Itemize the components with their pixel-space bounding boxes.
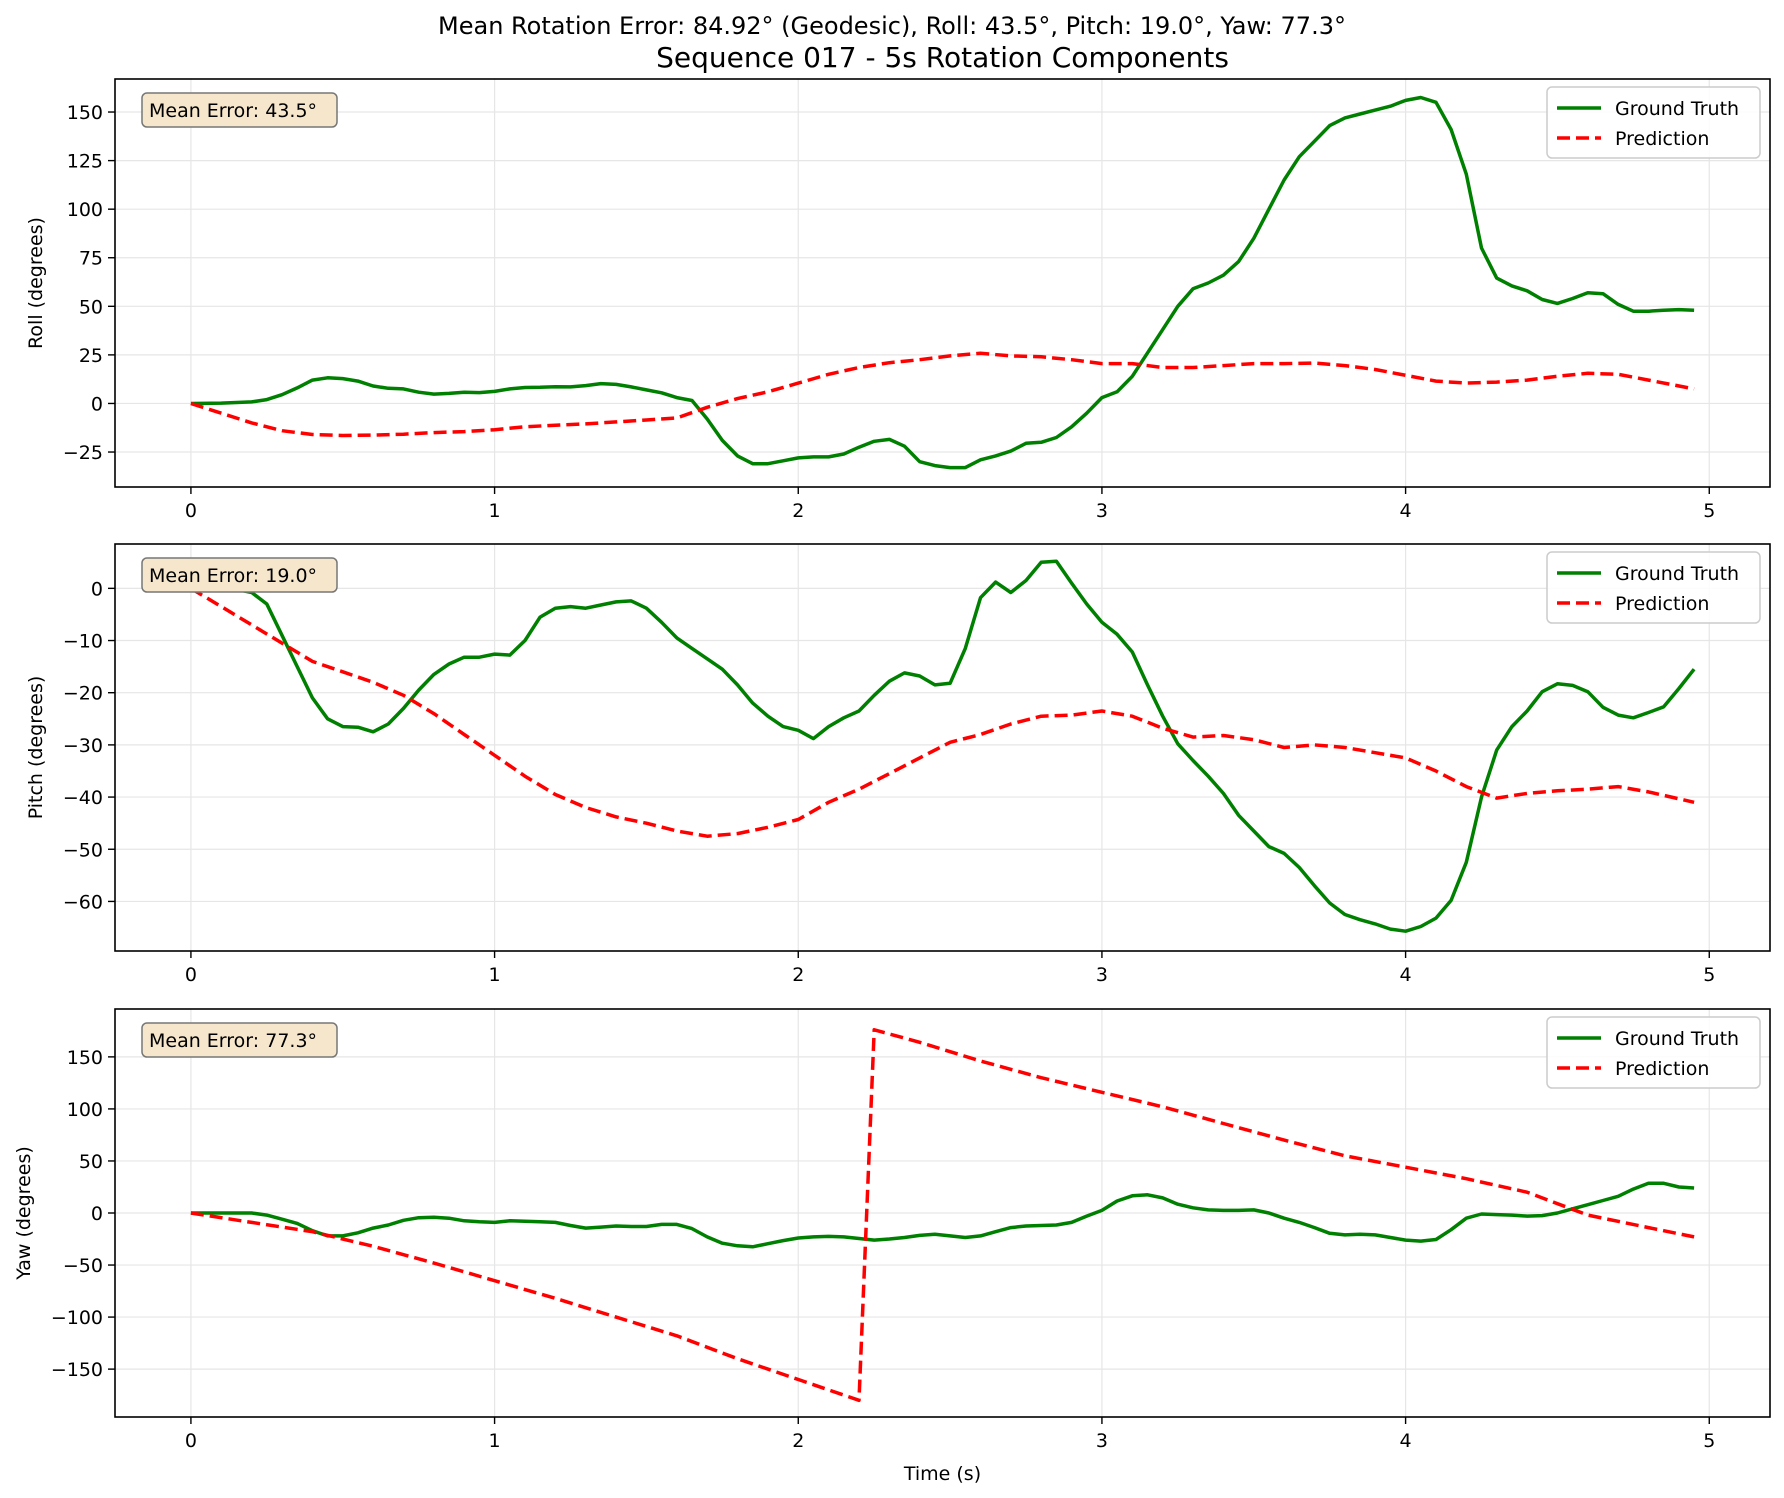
mean-error-badge-pitch: Mean Error: 19.0° <box>141 557 338 593</box>
legend-box <box>1546 1016 1761 1089</box>
legend-label-ground-truth: Ground Truth <box>1615 1028 1739 1050</box>
x-tick-label: 0 <box>185 1430 197 1452</box>
badge-text: Mean Error: 43.5° <box>149 100 317 122</box>
y-tick-label: 0 <box>91 393 103 415</box>
legend-box <box>1546 86 1761 159</box>
x-tick-label: 4 <box>1400 964 1412 986</box>
legend-label-prediction: Prediction <box>1615 1058 1709 1080</box>
x-tick-label: 1 <box>489 500 501 522</box>
y-tick-label: 25 <box>79 345 103 367</box>
y-tick-label: 50 <box>79 1151 103 1173</box>
subplot-pitch: 0 1 2 3 4 5 −60 −50 −40 −30 −20 −10 0 Pitch (degrees)… <box>25 543 1771 986</box>
legend-yaw: Ground Truth Prediction <box>1546 1016 1761 1089</box>
legend-roll: Ground Truth Prediction <box>1546 86 1761 159</box>
y-tick-label: −100 <box>51 1307 103 1329</box>
y-tick-label: 75 <box>79 248 103 270</box>
mean-error-badge-yaw: Mean Error: 77.3° <box>141 1022 338 1058</box>
x-tick-label: 5 <box>1703 964 1715 986</box>
y-tick-label: −150 <box>51 1359 103 1381</box>
x-tick-label: 2 <box>792 1430 804 1452</box>
subplot-roll: 0 1 2 3 4 5 −25 0 25 50 75 100 125 150 Roll (degrees) S… <box>25 41 1771 522</box>
y-tick-label: 0 <box>91 1203 103 1225</box>
y-tick-label: −25 <box>63 442 103 464</box>
y-tick-label: −10 <box>63 631 103 653</box>
legend-label-prediction: Prediction <box>1615 593 1709 615</box>
y-axis-label-yaw: Yaw (degrees) <box>13 1146 35 1281</box>
x-tick-label: 0 <box>185 964 197 986</box>
mean-error-badge-roll: Mean Error: 43.5° <box>141 92 338 128</box>
ground-truth-line-pitch <box>190 559 1696 933</box>
y-tick-label: −60 <box>63 891 103 913</box>
prediction-line-pitch <box>190 586 1695 838</box>
y-tick-label: 150 <box>67 1047 103 1069</box>
axes-frame-pitch <box>114 543 1771 952</box>
legend-label-ground-truth: Ground Truth <box>1615 563 1739 585</box>
legend-label-prediction: Prediction <box>1615 128 1709 150</box>
badge-box <box>141 92 338 128</box>
y-axis-label-pitch: Pitch (degrees) <box>25 676 47 820</box>
y-tick-label: 50 <box>79 296 103 318</box>
grid-roll <box>115 79 1770 487</box>
x-tick-label: 1 <box>489 964 501 986</box>
y-tick-label: −50 <box>63 839 103 861</box>
x-tick-label: 3 <box>1096 500 1108 522</box>
badge-box <box>141 557 338 593</box>
y-tick-label: 150 <box>67 102 103 124</box>
legend-label-ground-truth: Ground Truth <box>1615 98 1739 120</box>
x-tick-label: 2 <box>792 964 804 986</box>
y-tick-label: −20 <box>63 683 103 705</box>
badge-text: Mean Error: 19.0° <box>149 565 317 587</box>
prediction-line-yaw <box>190 1028 1695 1403</box>
y-tick-label: −50 <box>63 1255 103 1277</box>
x-tick-label: 0 <box>185 500 197 522</box>
y-axis-label-roll: Roll (degrees) <box>25 217 47 349</box>
x-tick-label: 5 <box>1703 500 1715 522</box>
y-tick-label: −40 <box>63 787 103 809</box>
y-tick-label: 100 <box>67 1099 103 1121</box>
x-tick-label: 2 <box>792 500 804 522</box>
axes-frame-roll <box>114 78 1771 488</box>
x-tick-label: 3 <box>1096 964 1108 986</box>
x-tick-label: 3 <box>1096 1430 1108 1452</box>
legend-pitch: Ground Truth Prediction <box>1546 551 1761 624</box>
ground-truth-line-yaw <box>190 1181 1695 1249</box>
figure-suptitle: Mean Rotation Error: 84.92° (Geodesic), … <box>438 12 1346 40</box>
grid-pitch <box>115 544 1770 951</box>
x-tick-label: 1 <box>489 1430 501 1452</box>
subplot-title: Sequence 017 - 5s Rotation Components <box>656 41 1229 74</box>
y-tick-label: −30 <box>63 735 103 757</box>
y-tick-label: 125 <box>67 151 103 173</box>
badge-box <box>141 1022 338 1058</box>
grid-yaw <box>115 1009 1770 1417</box>
x-tick-label: 4 <box>1400 500 1412 522</box>
prediction-line-roll <box>190 351 1695 438</box>
x-axis-label: Time (s) <box>903 1463 981 1485</box>
ground-truth-line-roll <box>190 95 1695 470</box>
y-tick-label: 0 <box>91 578 103 600</box>
y-tick-label: 100 <box>67 199 103 221</box>
badge-text: Mean Error: 77.3° <box>149 1030 317 1052</box>
subplot-yaw: 0 1 2 3 4 5 −150 −100 −50 0 50 100 150 Yaw (degrees) T… <box>13 1008 1771 1485</box>
x-tick-label: 5 <box>1703 1430 1715 1452</box>
x-tick-label: 4 <box>1400 1430 1412 1452</box>
legend-box <box>1546 551 1761 624</box>
